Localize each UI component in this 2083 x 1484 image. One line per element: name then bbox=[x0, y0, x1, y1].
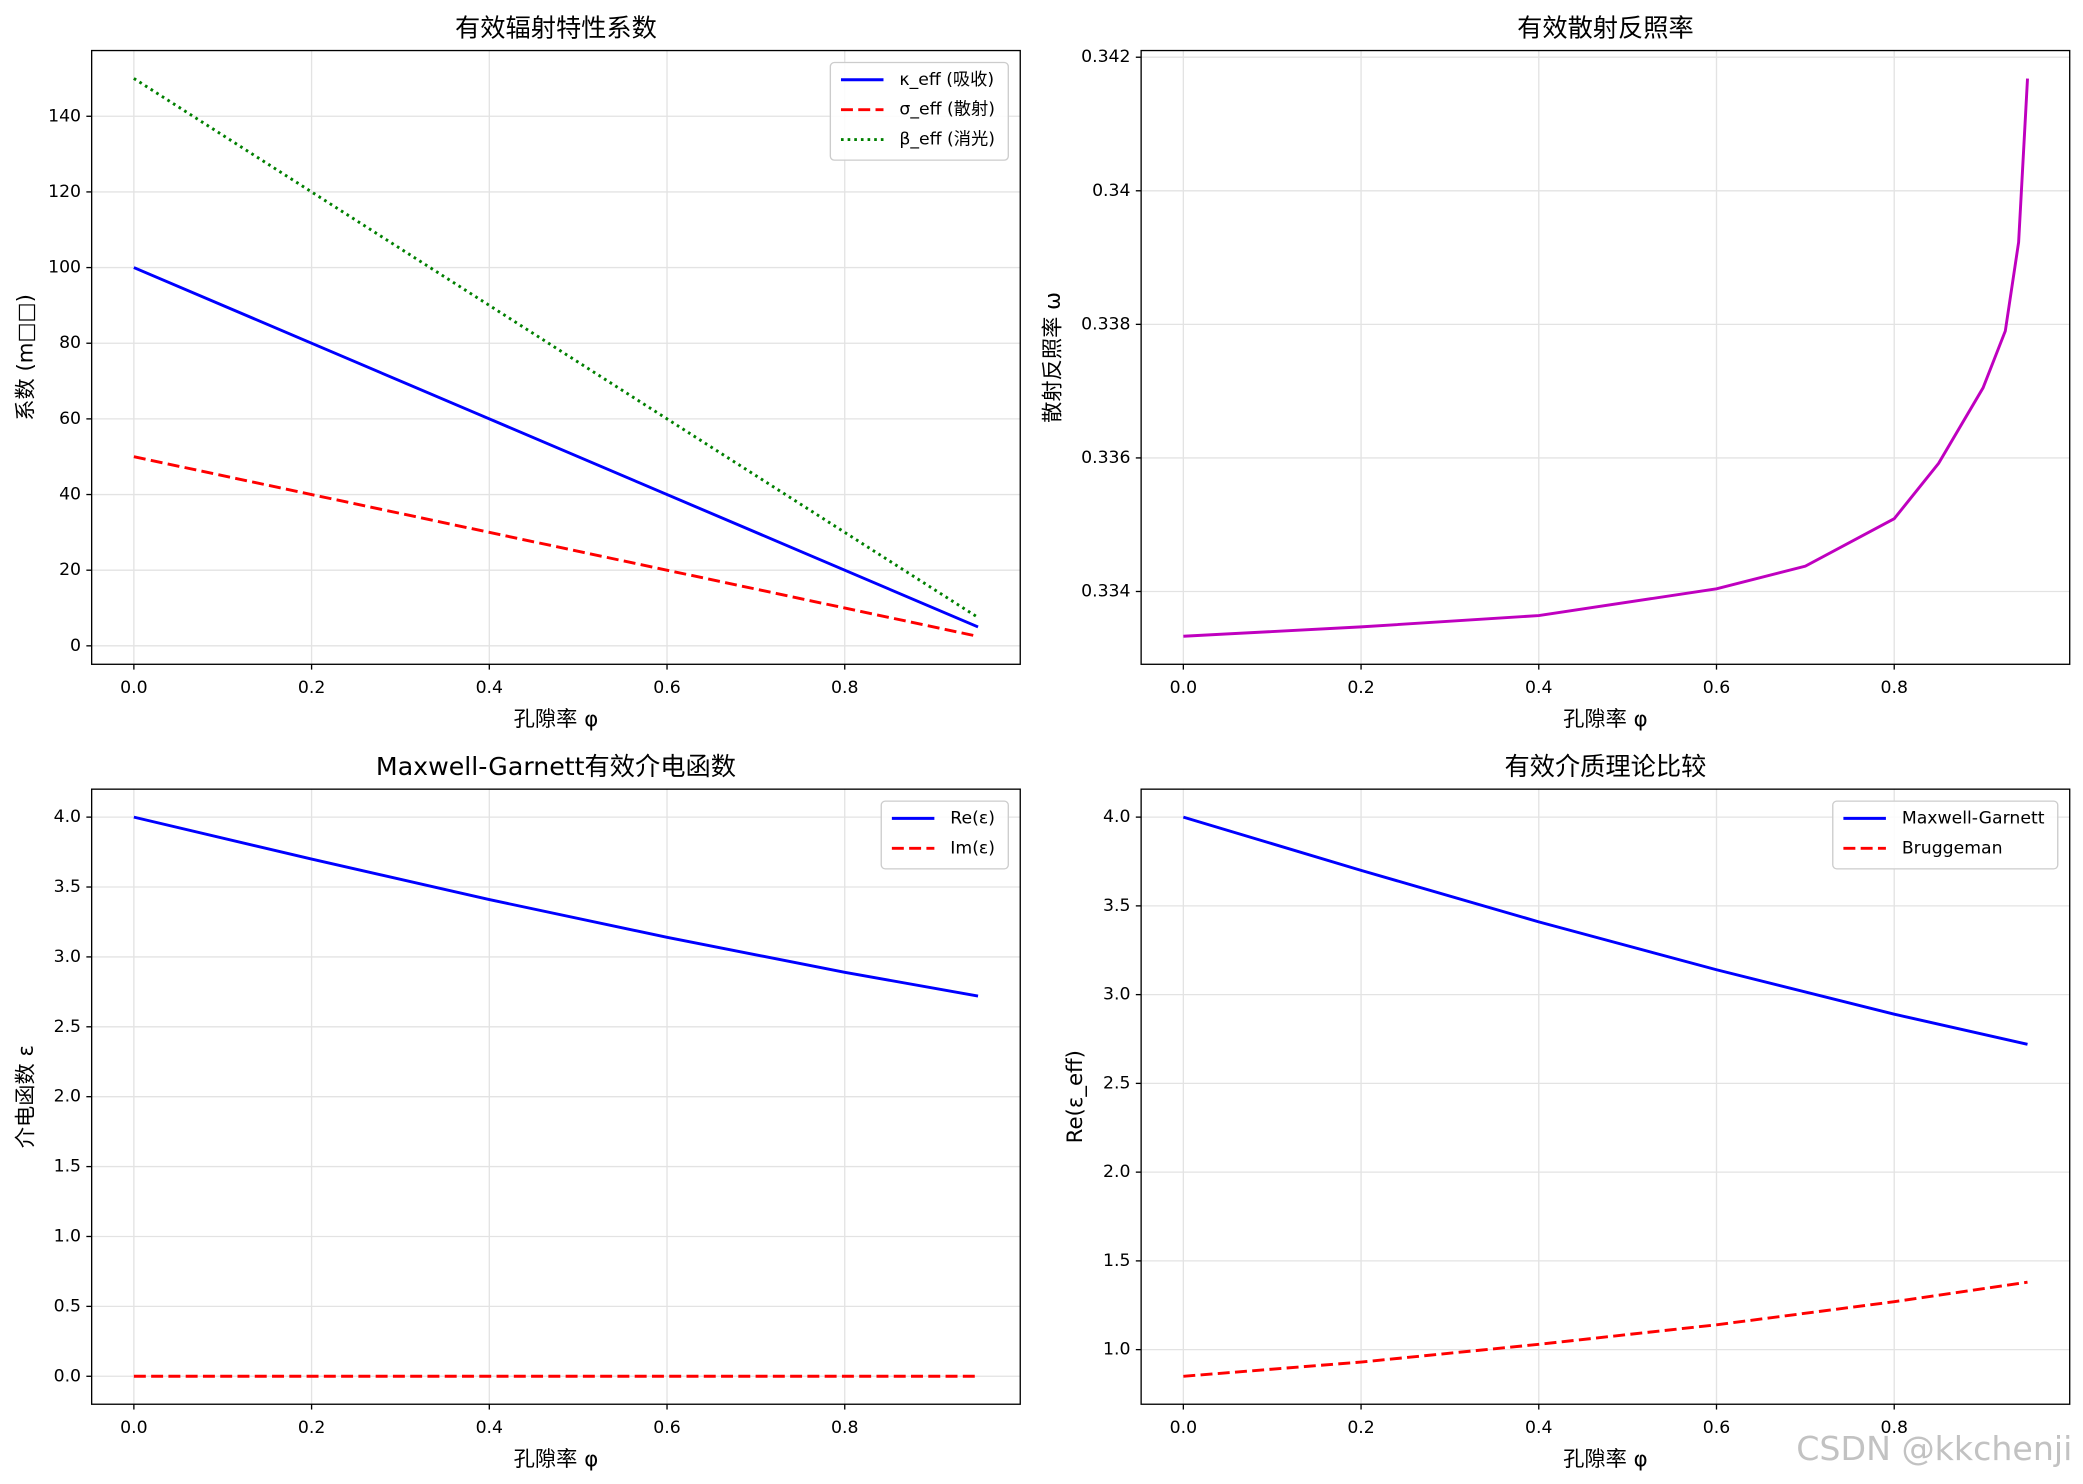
x-tick-label: 0.8 bbox=[1880, 678, 1907, 698]
x-tick-label: 0.2 bbox=[1347, 1418, 1374, 1438]
x-tick-label: 0.0 bbox=[120, 1418, 147, 1438]
y-tick-label: 1.5 bbox=[1103, 1251, 1130, 1271]
y-tick-label: 0.5 bbox=[54, 1296, 81, 1316]
legend: κ_eff (吸收) σ_eff (散射) β_eff (消光) bbox=[829, 61, 1009, 161]
axes-frame bbox=[90, 49, 1021, 665]
y-tick-label: 3.5 bbox=[1103, 896, 1130, 916]
legend-label: σ_eff (散射) bbox=[899, 100, 995, 120]
watermark: CSDN @kkchenji bbox=[1796, 1429, 2072, 1468]
y-tick-label: 4.0 bbox=[54, 807, 81, 827]
legend: Maxwell-Garnett Bruggeman bbox=[1832, 800, 2059, 870]
legend-label: κ_eff (吸收) bbox=[899, 70, 994, 90]
legend-label: Bruggeman bbox=[1902, 838, 2003, 858]
y-tick-label: 0 bbox=[70, 636, 81, 656]
y-tick-label: 0.336 bbox=[1081, 448, 1130, 468]
x-tick-label: 0.0 bbox=[120, 678, 147, 698]
x-tick-label: 0.0 bbox=[1170, 1418, 1197, 1438]
y-tick-label: 100 bbox=[48, 258, 81, 278]
legend-box bbox=[829, 61, 1009, 161]
legend-label: β_eff (消光) bbox=[899, 130, 995, 150]
chart-title: 有效散射反照率 bbox=[1517, 13, 1694, 42]
x-tick-label: 0.4 bbox=[476, 1418, 503, 1438]
y-tick-label: 0.0 bbox=[54, 1366, 81, 1386]
x-tick-label: 0.6 bbox=[1703, 678, 1730, 698]
series-line bbox=[133, 455, 979, 638]
y-tick-label: 3.0 bbox=[54, 947, 81, 967]
y-tick-label: 0.34 bbox=[1092, 181, 1130, 201]
x-tick-label: 0.8 bbox=[831, 678, 858, 698]
y-tick-label: 2.5 bbox=[54, 1017, 81, 1037]
y-tick-label: 140 bbox=[48, 106, 81, 126]
y-tick-label: 0.334 bbox=[1081, 581, 1130, 601]
x-tick-label: 0.4 bbox=[1525, 1418, 1552, 1438]
axes-frame bbox=[1140, 49, 2071, 665]
y-tick-label: 3.0 bbox=[1103, 985, 1130, 1005]
legend-box bbox=[1832, 800, 2059, 870]
x-tick-label: 0.6 bbox=[653, 678, 680, 698]
series-line bbox=[133, 266, 979, 629]
axes-frame bbox=[90, 788, 1021, 1405]
y-tick-label: 120 bbox=[48, 182, 81, 202]
y-tick-label: 2.0 bbox=[1103, 1162, 1130, 1182]
legend: Re(ε) Im(ε) bbox=[880, 800, 1009, 870]
x-axis-label: 孔隙率 φ bbox=[1563, 1447, 1648, 1472]
y-axis-label: 散射反照率 ω bbox=[1040, 292, 1065, 423]
y-tick-label: 80 bbox=[59, 333, 81, 353]
y-tick-label: 1.0 bbox=[1103, 1340, 1130, 1360]
y-tick-label: 20 bbox=[59, 560, 81, 580]
x-tick-label: 0.4 bbox=[476, 678, 503, 698]
chart-title: 有效介质理论比较 bbox=[1504, 752, 1706, 781]
legend-label: Maxwell-Garnett bbox=[1902, 808, 2045, 828]
x-tick-label: 0.4 bbox=[1525, 678, 1552, 698]
series-line bbox=[1183, 1280, 2028, 1378]
y-tick-label: 0.342 bbox=[1081, 47, 1130, 67]
y-axis-label: 介电函数 ε bbox=[14, 1045, 39, 1148]
y-tick-label: 60 bbox=[59, 409, 81, 429]
chart-title: Maxwell-Garnett有效介电函数 bbox=[376, 752, 736, 781]
series-line bbox=[1182, 815, 2028, 1046]
y-tick-label: 3.5 bbox=[54, 877, 81, 897]
legend-label: Im(ε) bbox=[950, 838, 995, 858]
x-tick-label: 0.2 bbox=[298, 678, 325, 698]
x-tick-label: 0.6 bbox=[1703, 1418, 1730, 1438]
x-axis-label: 孔隙率 φ bbox=[514, 1447, 599, 1472]
x-axis-label: 孔隙率 φ bbox=[514, 707, 599, 732]
x-tick-label: 0.8 bbox=[831, 1418, 858, 1438]
x-tick-label: 0.0 bbox=[1170, 678, 1197, 698]
y-tick-label: 1.0 bbox=[54, 1226, 81, 1246]
y-tick-label: 2.0 bbox=[54, 1087, 81, 1107]
x-axis-label: 孔隙率 φ bbox=[1563, 707, 1648, 732]
chart-title: 有效辐射特性系数 bbox=[455, 13, 657, 42]
y-tick-label: 4.0 bbox=[1103, 807, 1130, 827]
series-line bbox=[133, 815, 979, 998]
y-tick-label: 2.5 bbox=[1103, 1073, 1130, 1093]
y-tick-label: 40 bbox=[59, 485, 81, 505]
y-tick-label: 1.5 bbox=[54, 1157, 81, 1177]
x-tick-label: 0.8 bbox=[1880, 1418, 1907, 1438]
y-tick-label: 0.338 bbox=[1081, 314, 1130, 334]
y-axis-label: Re(ε_eff) bbox=[1063, 1050, 1088, 1143]
series-line bbox=[1183, 78, 2029, 638]
axes-frame bbox=[1140, 788, 2071, 1405]
x-tick-label: 0.6 bbox=[653, 1418, 680, 1438]
series-line bbox=[133, 77, 979, 619]
x-tick-label: 0.2 bbox=[1347, 678, 1374, 698]
x-tick-label: 0.2 bbox=[298, 1418, 325, 1438]
y-axis-label: 系数 (m□□) bbox=[14, 294, 39, 421]
legend-label: Re(ε) bbox=[950, 808, 995, 828]
